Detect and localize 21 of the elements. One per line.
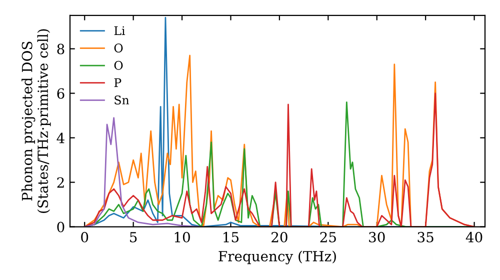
- y-tick-label: 6: [57, 88, 64, 99]
- legend-label: Sn: [114, 96, 130, 104]
- legend-label: O: [114, 44, 123, 52]
- x-axis-title: Frequency (THz): [218, 250, 336, 264]
- y-axis-title: Phonon projected DOS (States/THz·primitive cell): [22, 29, 51, 213]
- x-tick-label: 5: [130, 232, 137, 242]
- y-tick-label: 4: [56, 132, 64, 144]
- x-tick-label: 0: [81, 232, 88, 242]
- x-tick-label: 35: [418, 232, 434, 242]
- legend-label: Li: [114, 26, 126, 35]
- x-tick-label: 10: [174, 232, 190, 242]
- x-tick-label: 15: [224, 232, 239, 242]
- legend-label: P: [114, 78, 122, 87]
- x-tick-label: 30: [369, 232, 385, 242]
- x-tick-label: 25: [320, 232, 336, 242]
- x-tick-label: 20: [272, 232, 288, 242]
- legend-label: O: [114, 60, 123, 70]
- y-tick-label: 2: [57, 177, 64, 188]
- x-tick-label: 40: [466, 232, 482, 242]
- y-tick-label: 8: [57, 44, 64, 54]
- y-tick-label: 0: [57, 222, 64, 232]
